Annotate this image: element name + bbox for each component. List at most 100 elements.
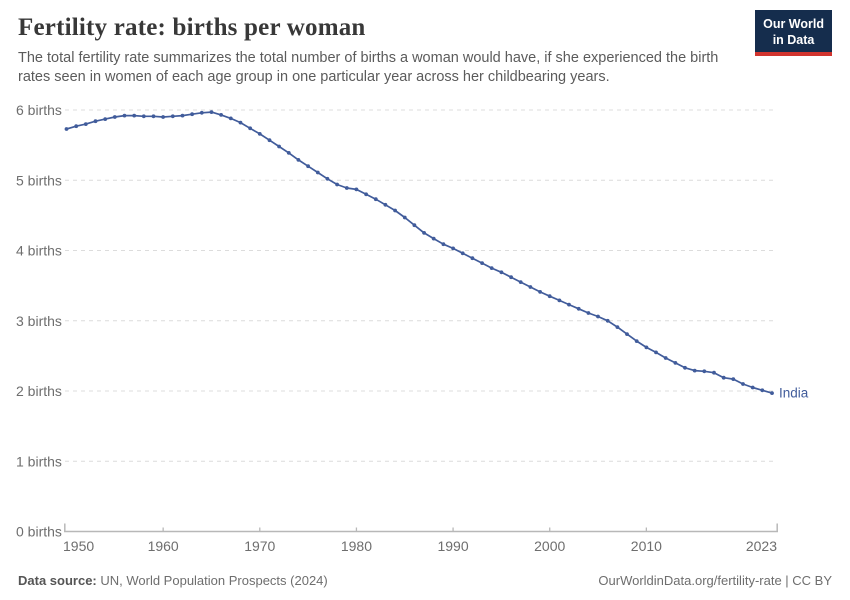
y-tick-label: 6 births [16, 102, 62, 118]
chart-title: Fertility rate: births per woman [18, 14, 366, 41]
data-point[interactable] [499, 270, 504, 275]
data-point[interactable] [489, 266, 494, 270]
data-point[interactable] [335, 182, 339, 187]
series-line[interactable] [65, 111, 773, 394]
data-point[interactable] [286, 151, 291, 155]
data-point[interactable] [209, 110, 214, 114]
data-point[interactable] [93, 119, 98, 124]
data-point[interactable] [122, 113, 127, 118]
data-point[interactable] [354, 187, 359, 192]
data-point[interactable] [576, 306, 581, 311]
data-point[interactable] [422, 231, 426, 235]
y-tick-label: 3 births [16, 313, 62, 329]
y-tick-label: 4 births [16, 243, 62, 259]
data-point[interactable] [683, 365, 687, 370]
data-point[interactable] [132, 113, 137, 118]
x-tick-label: 2023 [746, 538, 777, 554]
data-point[interactable] [692, 368, 697, 373]
data-point[interactable] [644, 345, 649, 350]
data-point[interactable] [625, 332, 629, 336]
data-point[interactable] [373, 197, 378, 202]
data-point[interactable] [615, 325, 620, 329]
data-point[interactable] [74, 124, 79, 129]
data-point[interactable] [315, 170, 320, 175]
data-point[interactable] [741, 382, 745, 386]
series-end-label[interactable]: India [779, 386, 809, 401]
data-point[interactable] [151, 114, 156, 119]
data-point[interactable] [306, 164, 310, 169]
data-point[interactable] [586, 311, 591, 315]
owid-logo-line1: Our World [763, 17, 824, 31]
y-tick-label: 5 births [16, 172, 62, 188]
data-point[interactable] [634, 339, 639, 343]
data-point[interactable] [750, 385, 755, 390]
data-point[interactable] [760, 388, 765, 393]
data-source-note: Data source: UN, World Population Prospe… [18, 573, 328, 588]
data-point[interactable] [364, 192, 368, 197]
data-point[interactable] [141, 114, 146, 119]
data-point[interactable] [547, 294, 552, 299]
data-point[interactable] [605, 318, 610, 323]
data-point[interactable] [248, 126, 253, 131]
data-point[interactable] [238, 120, 243, 125]
data-point[interactable] [702, 369, 707, 374]
data-point[interactable] [257, 132, 262, 136]
data-point[interactable] [180, 113, 185, 118]
x-tick-label: 1960 [148, 538, 179, 554]
x-tick-label: 1980 [341, 538, 372, 554]
y-tick-label: 1 births [16, 453, 62, 469]
data-point[interactable] [538, 290, 542, 294]
data-point[interactable] [673, 361, 678, 365]
data-point[interactable] [190, 112, 195, 117]
data-point[interactable] [161, 115, 166, 119]
data-point[interactable] [528, 285, 533, 289]
data-point[interactable] [731, 377, 736, 381]
x-tick-label: 1970 [244, 538, 275, 554]
data-point[interactable] [112, 115, 117, 119]
data-point[interactable] [383, 202, 388, 207]
data-point[interactable] [296, 158, 301, 162]
data-point[interactable] [567, 302, 571, 307]
x-tick-label: 1950 [63, 538, 94, 554]
data-point[interactable] [325, 176, 330, 181]
data-point[interactable] [509, 275, 513, 280]
data-point[interactable] [721, 375, 726, 380]
data-point[interactable] [654, 350, 658, 355]
data-point[interactable] [393, 208, 397, 213]
data-point[interactable] [199, 110, 204, 115]
data-point[interactable] [267, 138, 272, 143]
data-source-text: UN, World Population Prospects (2024) [96, 573, 328, 588]
data-point[interactable] [451, 246, 455, 251]
data-point[interactable] [557, 298, 562, 303]
data-point[interactable] [402, 215, 407, 220]
data-point[interactable] [518, 280, 523, 284]
data-point[interactable] [460, 251, 465, 256]
data-point[interactable] [64, 127, 69, 131]
data-point[interactable] [470, 256, 475, 261]
data-point[interactable] [83, 122, 88, 126]
data-point[interactable] [219, 113, 224, 117]
data-point[interactable] [412, 223, 417, 228]
chart-header: Fertility rate: births per woman The tot… [18, 14, 758, 87]
data-point[interactable] [277, 144, 281, 149]
data-source-label: Data source: [18, 573, 97, 588]
owid-url-license[interactable]: OurWorldinData.org/fertility-rate | CC B… [598, 573, 832, 588]
data-point[interactable] [441, 242, 446, 247]
data-point[interactable] [228, 116, 233, 121]
data-point[interactable] [344, 186, 349, 190]
data-point[interactable] [770, 391, 774, 395]
owid-logo-line2: in Data [772, 33, 815, 47]
data-point[interactable] [663, 356, 668, 360]
data-point[interactable] [596, 314, 600, 319]
owid-logo[interactable]: Our World in Data [755, 10, 832, 56]
data-point[interactable] [431, 236, 436, 241]
x-tick-label: 1990 [437, 538, 468, 554]
series-points[interactable] [64, 110, 774, 395]
data-point[interactable] [712, 370, 716, 375]
data-point[interactable] [170, 114, 175, 119]
data-point[interactable] [103, 117, 108, 121]
x-tick-label: 2000 [534, 538, 565, 554]
data-point[interactable] [480, 261, 484, 265]
